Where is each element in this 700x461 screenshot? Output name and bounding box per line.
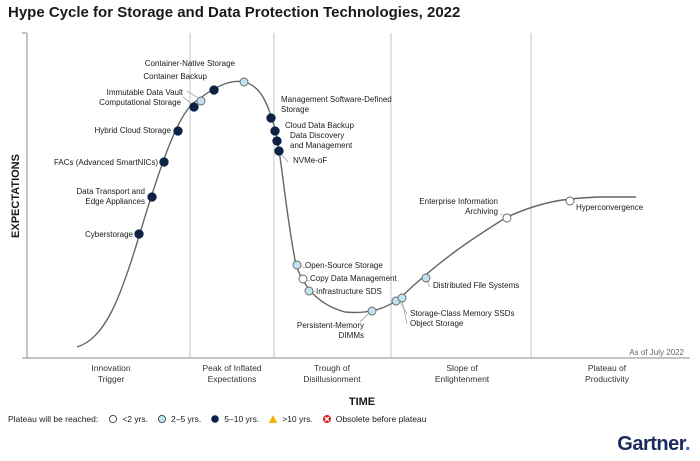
leader-line [401, 299, 408, 325]
tech-label: Immutable Data Vault [107, 88, 184, 97]
phase-label: Peak of Inflated Expectations [202, 363, 261, 384]
tech-marker [367, 306, 377, 316]
tech-marker [173, 126, 183, 136]
tech-label: Management Software-Defined Storage [281, 95, 392, 114]
tech-marker [239, 77, 249, 87]
phase-label: Innovation Trigger [91, 363, 130, 384]
tech-label: FACs (Advanced SmartNICs) [54, 158, 158, 167]
tech-label: Object Storage [410, 319, 464, 328]
tech-marker [274, 146, 284, 156]
legend-lead: Plateau will be reached: [8, 414, 99, 424]
tech-label: Container-Native Storage [145, 59, 236, 68]
tech-label: NVMe-oF [293, 156, 327, 165]
legend-gt10-marker [269, 415, 278, 423]
legend-2to5-label: 2–5 yrs. [171, 414, 202, 424]
tech-marker [421, 273, 431, 283]
legend-item-5to10: 5–10 yrs. [210, 414, 259, 424]
tech-label: Hybrid Cloud Storage [95, 126, 172, 135]
tech-marker [209, 85, 219, 95]
tech-marker [565, 196, 575, 206]
tech-label: Storage-Class Memory SSDs [410, 309, 514, 318]
legend-item-obsolete: Obsolete before plateau [322, 414, 427, 424]
tech-marker [134, 229, 144, 239]
brand-name: Gartner [617, 433, 685, 455]
tech-label: Data Transport and Edge Appliances [77, 187, 145, 206]
tech-label: Persistent-Memory DIMMs [297, 321, 364, 340]
legend-item-gt10: >10 yrs. [268, 414, 313, 424]
tech-marker [397, 293, 407, 303]
phase-label: Slope of Enlightenment [435, 363, 490, 384]
legend-lt2-label: <2 yrs. [122, 414, 149, 424]
tech-label: Enterprise Information Archiving [419, 197, 498, 216]
tech-label: Open-Source Storage [305, 261, 383, 270]
leader-line [359, 312, 370, 323]
tech-marker [502, 213, 512, 223]
tech-label: Infrastructure SDS [316, 287, 382, 296]
legend-5to10-label: 5–10 yrs. [224, 414, 260, 424]
tech-marker [292, 260, 302, 270]
gartner-logo: Gartner. [617, 433, 690, 456]
tech-label: Container Backup [143, 72, 207, 81]
phase-label: Plateau of Productivity [585, 363, 630, 384]
legend-lt2-marker [109, 414, 118, 424]
hype-curve [76, 80, 636, 348]
tech-label: Distributed File Systems [433, 281, 519, 290]
tech-marker [189, 102, 199, 112]
x-axis-label: TIME [349, 396, 375, 408]
tech-label: Cyberstorage [85, 230, 134, 239]
tech-marker [147, 192, 157, 202]
tech-marker [159, 157, 169, 167]
legend-2to5-marker [157, 414, 167, 424]
legend: Plateau will be reached: <2 yrs. 2–5 yrs… [8, 414, 435, 424]
tech-marker [266, 113, 276, 123]
tech-label: Computational Storage [99, 98, 181, 107]
tech-marker [196, 96, 206, 106]
tech-marker [304, 286, 314, 296]
tech-label: Data Discovery and Management [290, 131, 353, 150]
leader-line [186, 90, 201, 100]
legend-5to10-marker [211, 415, 220, 423]
legend-gt10-label: >10 yrs. [282, 414, 313, 424]
as-of-note: As of July 2022 [629, 348, 684, 357]
leader-line [280, 153, 289, 163]
legend-obsolete-marker [322, 415, 331, 423]
phase-label: Trough of Disillusionment [303, 363, 361, 384]
tech-label: Hyperconvergence [576, 203, 644, 212]
tech-marker [298, 274, 308, 284]
tech-label: Copy Data Management [310, 274, 397, 283]
legend-obsolete-label: Obsolete before plateau [335, 414, 427, 424]
brand-dot: . [684, 433, 691, 455]
legend-item-lt2: <2 yrs. [108, 414, 148, 424]
tech-label: Cloud Data Backup [285, 121, 354, 130]
tech-marker [272, 136, 282, 146]
y-axis-label: EXPECTATIONS [10, 154, 22, 238]
legend-item-2to5: 2–5 yrs. [157, 414, 201, 424]
tech-marker [270, 126, 280, 136]
chart-title: Hype Cycle for Storage and Data Protecti… [8, 4, 461, 21]
